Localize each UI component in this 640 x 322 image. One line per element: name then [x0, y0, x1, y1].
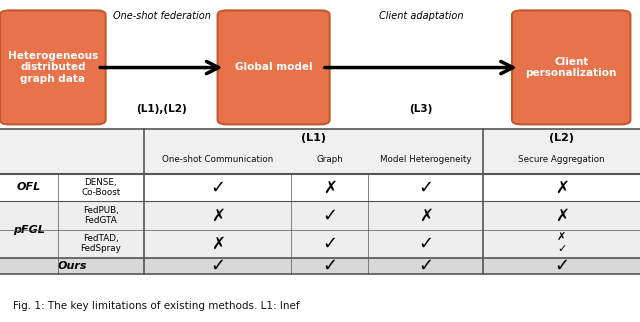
FancyBboxPatch shape — [512, 10, 630, 124]
Text: ✗: ✗ — [323, 178, 337, 196]
Text: pFGL: pFGL — [13, 224, 45, 235]
Text: ✗: ✗ — [555, 178, 568, 196]
Text: OFL: OFL — [17, 182, 41, 192]
Text: ✗: ✗ — [211, 206, 225, 224]
Text: ✓: ✓ — [557, 244, 566, 254]
Text: (L2): (L2) — [549, 133, 574, 143]
Text: ✓: ✓ — [322, 257, 337, 275]
Text: ✓: ✓ — [210, 178, 225, 196]
Text: ✓: ✓ — [322, 206, 337, 224]
Text: Ours: Ours — [57, 261, 87, 271]
Text: Client
personalization: Client personalization — [525, 57, 617, 78]
Bar — [0, 202, 640, 258]
Text: ✓: ✓ — [418, 257, 433, 275]
Text: ✓: ✓ — [210, 257, 225, 275]
Text: ✗: ✗ — [211, 235, 225, 253]
Text: ✓: ✓ — [322, 235, 337, 253]
FancyBboxPatch shape — [218, 10, 330, 124]
Text: FedTAD,
FedSpray: FedTAD, FedSpray — [81, 234, 121, 253]
FancyBboxPatch shape — [0, 10, 106, 124]
Text: ✓: ✓ — [418, 235, 433, 253]
Text: Heterogeneous
distributed
graph data: Heterogeneous distributed graph data — [8, 51, 98, 84]
Bar — [0, 173, 640, 202]
Bar — [0, 258, 640, 274]
Text: ✓: ✓ — [418, 178, 433, 196]
Text: FedPUB,
FedGTA: FedPUB, FedGTA — [83, 206, 118, 225]
Text: DENSE,
Co-Boost: DENSE, Co-Boost — [81, 178, 120, 197]
Bar — [0, 129, 640, 173]
Text: ✗: ✗ — [557, 232, 566, 242]
Text: (L3): (L3) — [410, 104, 433, 114]
Text: (L1),(L2): (L1),(L2) — [136, 104, 188, 114]
Text: Fig. 1: The key limitations of existing methods. L1: Inef: Fig. 1: The key limitations of existing … — [13, 301, 300, 311]
Text: (L1): (L1) — [301, 133, 326, 143]
Text: Global model: Global model — [235, 62, 312, 72]
Text: Model Heterogeneity: Model Heterogeneity — [380, 156, 471, 165]
Text: ✗: ✗ — [555, 206, 568, 224]
Text: ✗: ✗ — [419, 206, 433, 224]
Text: Client adaptation: Client adaptation — [379, 11, 463, 21]
Text: One-shot federation: One-shot federation — [113, 11, 211, 21]
Text: Graph: Graph — [316, 156, 343, 165]
Text: ✓: ✓ — [554, 257, 569, 275]
Text: One-shot Communication: One-shot Communication — [162, 156, 273, 165]
Text: Secure Aggregation: Secure Aggregation — [518, 156, 605, 165]
